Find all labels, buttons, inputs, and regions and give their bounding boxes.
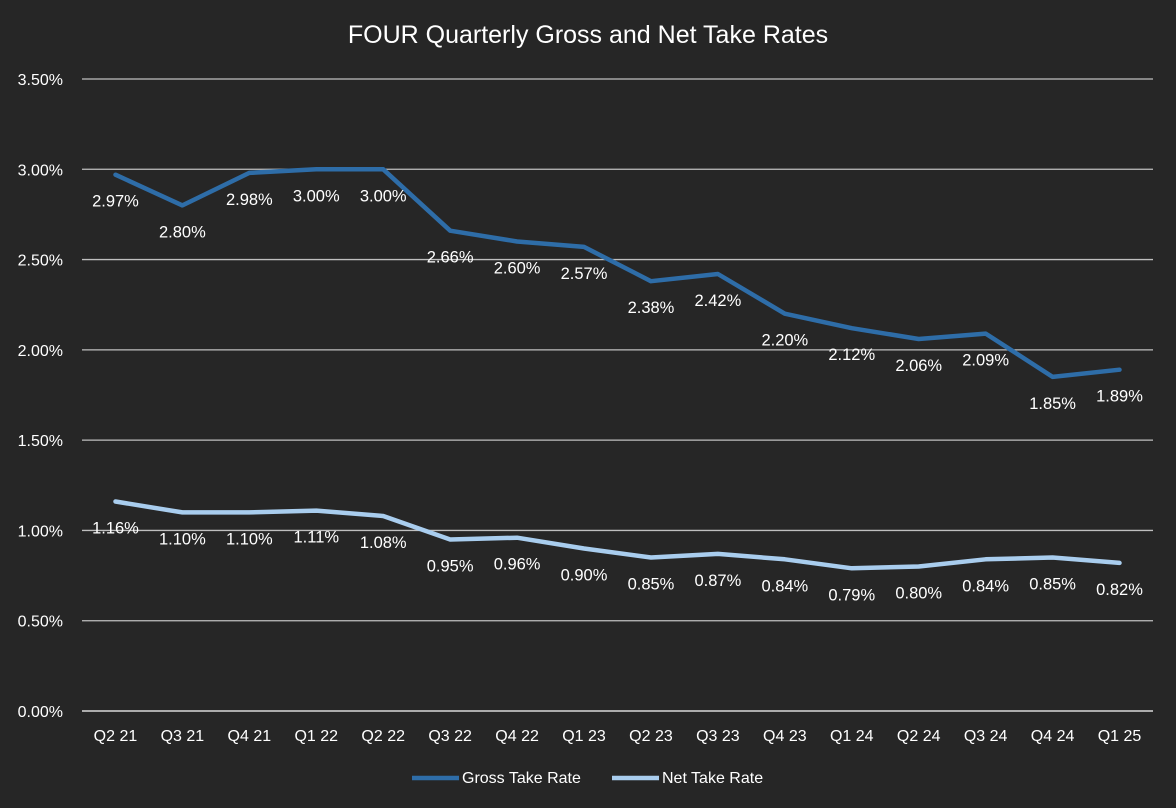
data-label: 2.20% (761, 332, 808, 350)
data-label: 0.79% (828, 586, 875, 604)
data-label: 3.00% (293, 187, 340, 205)
data-label: 2.80% (159, 223, 206, 241)
chart-title: FOUR Quarterly Gross and Net Take Rates (348, 21, 828, 49)
data-label: 1.89% (1096, 388, 1143, 406)
data-labels: 2.97% 2.80% 2.98% 3.00% 3.00% 2.66% 2.60% 2.57%… (92, 187, 1143, 604)
data-label: 3.00% (360, 187, 407, 205)
data-label: 1.11% (294, 529, 340, 547)
y-tick-label: 3.00% (18, 162, 63, 179)
series-line-net-take-rate (113, 499, 1122, 571)
data-label: 2.42% (695, 292, 742, 310)
series-line-gross-take-rate (113, 167, 1122, 380)
x-tick-label: Q2 24 (897, 728, 941, 745)
data-label: 1.08% (360, 534, 407, 552)
data-label: 1.10% (226, 530, 273, 548)
data-label: 2.98% (226, 191, 273, 209)
data-label: 0.85% (628, 576, 675, 594)
data-label: 2.38% (628, 299, 675, 317)
data-label: 2.97% (92, 193, 139, 211)
x-tick-label: Q1 24 (830, 728, 874, 745)
data-label: 1.10% (159, 530, 206, 548)
gridlines (82, 78, 1153, 712)
x-tick-label: Q4 23 (763, 728, 807, 745)
x-tick-label: Q1 25 (1098, 728, 1142, 745)
y-tick-label: 3.50% (18, 72, 63, 89)
y-tick-label: 0.50% (18, 614, 63, 631)
data-label: 0.95% (427, 557, 474, 575)
x-tick-label: Q3 21 (161, 728, 205, 745)
data-label: 0.84% (761, 577, 808, 595)
data-label: 1.85% (1029, 395, 1076, 413)
data-label: 2.06% (895, 357, 942, 375)
x-tick-label: Q4 24 (1031, 728, 1075, 745)
x-tick-label: Q1 22 (294, 728, 338, 745)
x-tick-label: Q4 21 (228, 728, 272, 745)
data-label: 0.90% (561, 566, 608, 584)
x-tick-label: Q2 21 (94, 728, 138, 745)
data-label: 2.66% (427, 249, 474, 267)
series-lines (113, 167, 1122, 571)
y-axis-tick-labels: 0.00% 0.50% 1.00% 1.50% 2.00% 2.50% 3.00% 3.50% (18, 72, 63, 721)
legend: Gross Take Rate Net Take Rate (412, 770, 763, 787)
x-tick-label: Q2 22 (361, 728, 405, 745)
data-label: 2.60% (494, 260, 541, 278)
y-tick-label: 1.50% (18, 433, 63, 450)
x-tick-label: Q3 22 (428, 728, 472, 745)
x-tick-label: Q1 23 (562, 728, 606, 745)
data-label: 0.85% (1029, 576, 1076, 594)
data-label: 2.09% (962, 352, 1009, 370)
data-label: 2.12% (828, 346, 875, 364)
legend-label: Net Take Rate (662, 770, 763, 787)
x-axis-tick-labels: Q2 21 Q3 21 Q4 21 Q1 22 Q2 22 Q3 22 Q4 22 Q1 23… (94, 728, 1142, 745)
x-tick-label: Q4 22 (495, 728, 539, 745)
y-tick-label: 2.50% (18, 253, 63, 270)
data-label: 0.82% (1096, 581, 1143, 599)
data-label: 2.57% (561, 265, 608, 283)
legend-label: Gross Take Rate (462, 770, 581, 787)
y-tick-label: 1.00% (18, 523, 63, 540)
y-tick-label: 0.00% (18, 704, 63, 721)
x-tick-label: Q2 23 (629, 728, 673, 745)
y-tick-label: 2.00% (18, 343, 63, 360)
data-label: 0.96% (494, 556, 541, 574)
data-label: 1.16% (92, 520, 139, 538)
data-label: 0.87% (695, 572, 742, 590)
x-tick-label: Q3 23 (696, 728, 740, 745)
data-label: 0.80% (895, 585, 942, 603)
x-tick-label: Q3 24 (964, 728, 1008, 745)
data-label: 0.84% (962, 577, 1009, 595)
